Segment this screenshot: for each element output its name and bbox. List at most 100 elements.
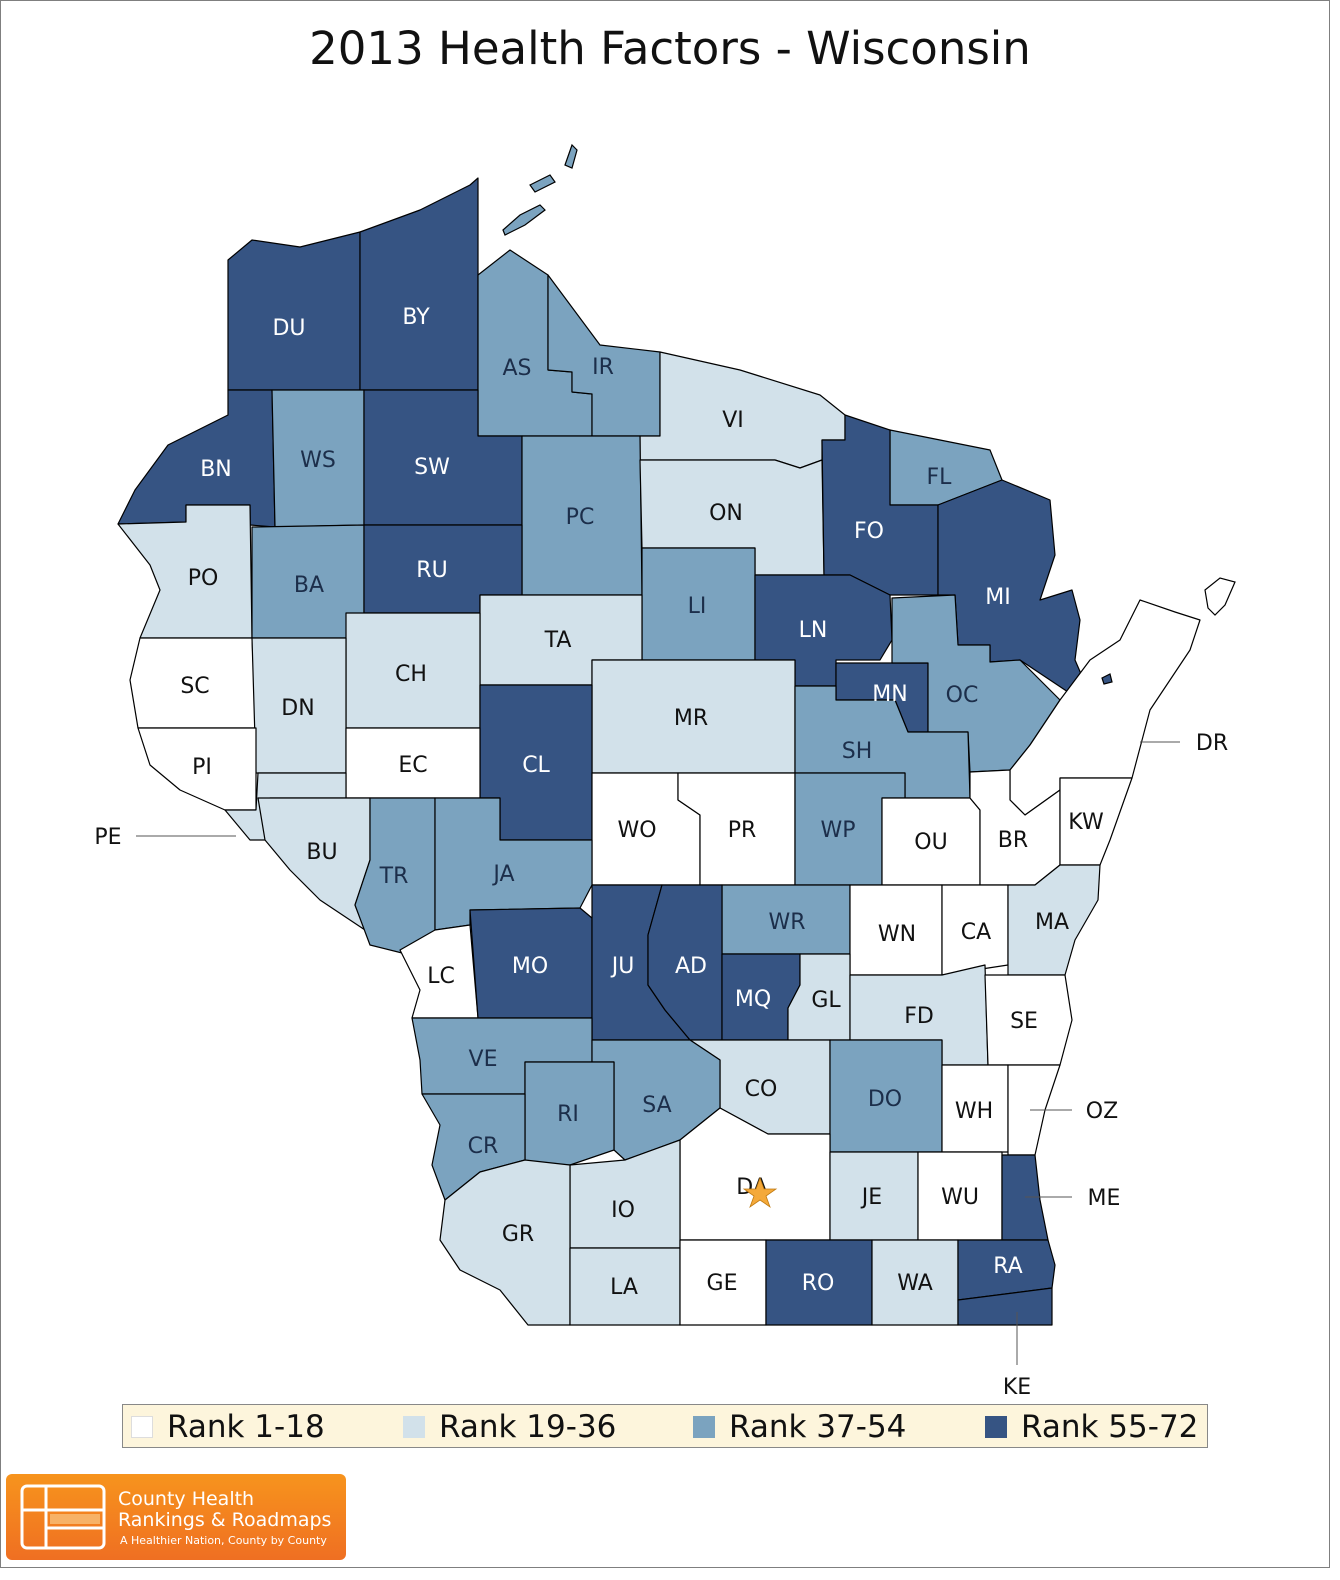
- legend-label: Rank 1-18: [167, 1409, 325, 1445]
- legend-swatch: [403, 1416, 425, 1438]
- county-label-ta: TA: [544, 628, 572, 653]
- map-title: 2013 Health Factors - Wisconsin: [309, 22, 1031, 75]
- legend-swatch: [985, 1416, 1007, 1438]
- island-shape: [1101, 673, 1113, 685]
- county-label-ln: LN: [799, 618, 828, 643]
- county-label-tr: TR: [379, 864, 409, 889]
- county-label-ch: CH: [395, 662, 427, 687]
- logo-line-1: County Health: [118, 1488, 255, 1510]
- legend-item-rank-1-18: Rank 1-18: [131, 1409, 325, 1445]
- county-label-bn: BN: [200, 457, 232, 482]
- county-label-fd: FD: [904, 1004, 934, 1029]
- county-label-lc: LC: [427, 964, 455, 989]
- county-label-mi: MI: [985, 585, 1010, 610]
- county-by: [359, 177, 479, 391]
- county-label-je: JE: [860, 1185, 882, 1210]
- legend-swatch: [131, 1416, 153, 1438]
- county-label-me: ME: [1088, 1186, 1121, 1211]
- county-label-se: SE: [1010, 1009, 1038, 1034]
- county-label-wh: WH: [955, 1099, 993, 1124]
- county-label-wn: WN: [878, 922, 916, 947]
- county-label-li: LI: [688, 594, 707, 619]
- legend-item-rank-55-72: Rank 55-72: [985, 1409, 1198, 1445]
- county-label-ro: RO: [802, 1271, 835, 1296]
- island-shape: [502, 204, 546, 236]
- county-label-br: BR: [998, 828, 1028, 853]
- county-label-bu: BU: [306, 840, 337, 865]
- county-label-wr: WR: [768, 910, 805, 935]
- county-label-pr: PR: [728, 818, 757, 843]
- county-label-fo: FO: [854, 519, 884, 544]
- county-label-mn: MN: [872, 682, 907, 707]
- legend-item-rank-19-36: Rank 19-36: [403, 1409, 616, 1445]
- county-ad: [647, 884, 723, 1041]
- county-label-gl: GL: [811, 988, 841, 1013]
- county-label-dn: DN: [281, 696, 314, 721]
- county-gr: [439, 1159, 571, 1326]
- county-label-io: IO: [611, 1198, 635, 1223]
- county-label-ru: RU: [416, 558, 447, 583]
- county-label-ke: KE: [1003, 1375, 1031, 1400]
- state-capital-star-icon: [742, 1176, 778, 1209]
- county-label-wo: WO: [617, 818, 656, 843]
- rankings-map-icon: [20, 1484, 106, 1550]
- legend-item-rank-37-54: Rank 37-54: [693, 1409, 906, 1445]
- county-label-sa: SA: [642, 1093, 671, 1118]
- legend-swatch: [693, 1416, 715, 1438]
- island-shape: [529, 174, 556, 193]
- county-label-ju: JU: [610, 954, 635, 979]
- map-legend: Rank 1-18 Rank 19-36 Rank 37-54 Rank 55-…: [122, 1404, 1208, 1448]
- county-label-ra: RA: [993, 1254, 1022, 1279]
- county-label-vi: VI: [722, 408, 744, 433]
- county-label-cr: CR: [468, 1134, 499, 1159]
- county-label-ve: VE: [469, 1047, 498, 1072]
- county-ke: [957, 1287, 1053, 1326]
- legend-label: Rank 19-36: [439, 1409, 617, 1445]
- county-label-fl: FL: [927, 465, 953, 490]
- wisconsin-county-map: DU BY AS IR VI BN WS SW PC ON FL FO MI PO BA RU LI LN TA SC…: [94, 143, 1236, 1400]
- county-label-dr: DR: [1196, 731, 1228, 756]
- county-label-wp: WP: [820, 818, 855, 843]
- county-label-pc: PC: [566, 505, 595, 530]
- legend-label: Rank 55-72: [1021, 1409, 1199, 1445]
- county-ir: [547, 274, 661, 437]
- county-health-rankings-logo: County Health Rankings & Roadmaps A Heal…: [6, 1474, 346, 1560]
- county-label-oz: OZ: [1086, 1099, 1118, 1124]
- county-label-mq: MQ: [735, 987, 771, 1012]
- county-label-sh: SH: [842, 739, 873, 764]
- county-label-as: AS: [502, 356, 531, 381]
- county-label-sw: SW: [414, 455, 450, 480]
- county-label-co: CO: [745, 1077, 778, 1102]
- county-label-mo: MO: [512, 954, 548, 979]
- county-label-pi: PI: [192, 755, 212, 780]
- legend-label: Rank 37-54: [729, 1409, 907, 1445]
- county-label-sc: SC: [180, 674, 209, 699]
- county-label-mr: MR: [674, 706, 708, 731]
- county-label-by: BY: [402, 305, 430, 330]
- island-shape: [1204, 577, 1236, 616]
- county-label-po: PO: [188, 566, 219, 591]
- county-label-gr: GR: [502, 1222, 534, 1247]
- county-label-ws: WS: [300, 448, 336, 473]
- county-label-cl: CL: [522, 753, 550, 778]
- county-label-ad: AD: [675, 954, 707, 979]
- county-po: [117, 504, 253, 639]
- county-ra: [957, 1239, 1056, 1301]
- county-label-wu: WU: [941, 1185, 979, 1210]
- county-label-la: LA: [610, 1275, 638, 1300]
- county-label-pe: PE: [94, 825, 121, 850]
- county-label-kw: KW: [1068, 810, 1104, 835]
- county-label-on: ON: [709, 501, 743, 526]
- county-kw: [1059, 777, 1133, 866]
- county-se: [984, 974, 1073, 1066]
- county-label-wa: WA: [897, 1271, 933, 1296]
- logo-line-2: Rankings & Roadmaps: [118, 1509, 332, 1531]
- county-label-du: DU: [272, 316, 305, 341]
- county-label-do: DO: [868, 1087, 902, 1112]
- county-label-ou: OU: [914, 830, 947, 855]
- county-label-ri: RI: [557, 1102, 579, 1127]
- county-label-ge: GE: [707, 1271, 738, 1296]
- county-label-ir: IR: [592, 355, 614, 380]
- county-label-ja: JA: [491, 862, 514, 887]
- county-label-ec: EC: [398, 753, 427, 778]
